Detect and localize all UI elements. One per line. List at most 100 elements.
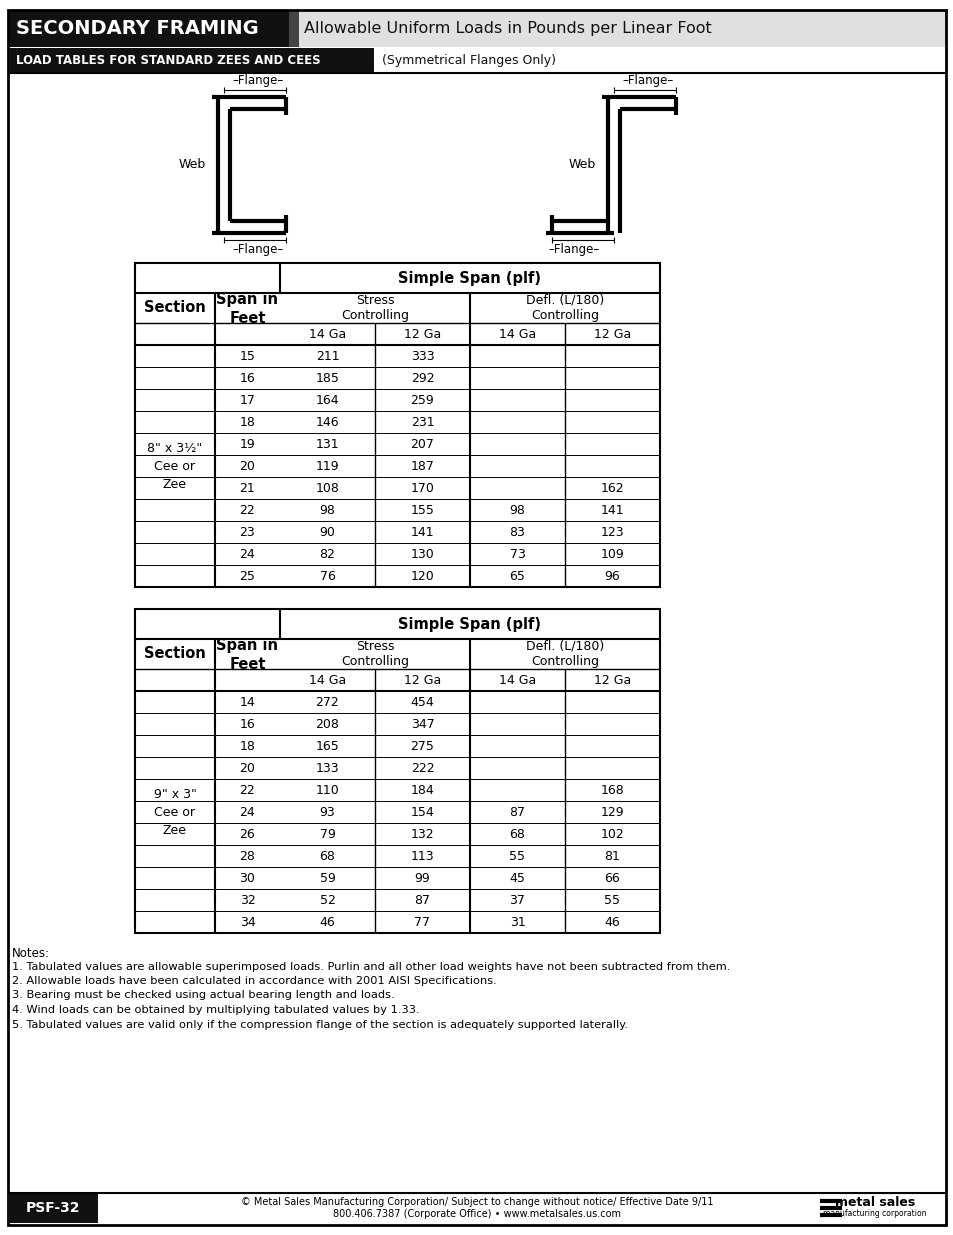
- Bar: [289, 10, 298, 47]
- Text: 28: 28: [239, 850, 255, 862]
- Text: Web: Web: [178, 158, 206, 172]
- Text: 68: 68: [319, 850, 335, 862]
- Bar: [135, 263, 659, 587]
- Text: 20: 20: [239, 762, 255, 774]
- Text: 52: 52: [319, 893, 335, 906]
- Text: 275: 275: [410, 740, 434, 752]
- Text: 19: 19: [239, 437, 255, 451]
- Bar: [297, 10, 945, 47]
- Text: –Flange–: –Flange–: [233, 74, 283, 86]
- Text: 162: 162: [600, 482, 623, 494]
- Text: 34: 34: [239, 915, 255, 929]
- Text: 12 Ga: 12 Ga: [594, 673, 631, 687]
- Text: 5. Tabulated values are valid only if the compression flange of the section is a: 5. Tabulated values are valid only if th…: [12, 1020, 627, 1030]
- Text: 155: 155: [410, 504, 434, 516]
- Text: 21: 21: [239, 482, 255, 494]
- Text: Stress
Controlling: Stress Controlling: [340, 294, 409, 322]
- Text: 16: 16: [239, 372, 255, 384]
- Text: 164: 164: [315, 394, 339, 406]
- Text: 68: 68: [509, 827, 525, 841]
- Text: 4. Wind loads can be obtained by multiplying tabulated values by 1.33.: 4. Wind loads can be obtained by multipl…: [12, 1005, 419, 1015]
- Text: 90: 90: [319, 526, 335, 538]
- Text: 184: 184: [410, 783, 434, 797]
- Text: 132: 132: [410, 827, 434, 841]
- Text: 79: 79: [319, 827, 335, 841]
- Text: 93: 93: [319, 805, 335, 819]
- Text: 170: 170: [410, 482, 434, 494]
- Text: 14 Ga: 14 Ga: [498, 673, 536, 687]
- Text: 25: 25: [239, 569, 255, 583]
- Text: 12 Ga: 12 Ga: [594, 327, 631, 341]
- Text: 87: 87: [509, 805, 525, 819]
- Text: 3. Bearing must be checked using actual bearing length and loads.: 3. Bearing must be checked using actual …: [12, 990, 395, 1000]
- Text: 130: 130: [410, 547, 434, 561]
- Text: 22: 22: [239, 504, 255, 516]
- Text: 46: 46: [319, 915, 335, 929]
- Text: Section: Section: [144, 300, 206, 315]
- Text: Simple Span (plf): Simple Span (plf): [398, 270, 541, 285]
- Text: Section: Section: [144, 646, 206, 662]
- Text: 24: 24: [239, 805, 255, 819]
- Text: 119: 119: [315, 459, 339, 473]
- Text: 83: 83: [509, 526, 525, 538]
- Text: 141: 141: [600, 504, 623, 516]
- Text: Web: Web: [568, 158, 596, 172]
- Bar: [135, 609, 659, 932]
- Text: 76: 76: [319, 569, 335, 583]
- Text: SECONDARY FRAMING: SECONDARY FRAMING: [16, 19, 258, 38]
- Text: 87: 87: [414, 893, 430, 906]
- Text: 120: 120: [410, 569, 434, 583]
- Text: 141: 141: [410, 526, 434, 538]
- Text: 12 Ga: 12 Ga: [403, 327, 440, 341]
- Text: 133: 133: [315, 762, 339, 774]
- Text: 292: 292: [410, 372, 434, 384]
- Text: 14 Ga: 14 Ga: [498, 327, 536, 341]
- Text: Allowable Uniform Loads in Pounds per Linear Foot: Allowable Uniform Loads in Pounds per Li…: [304, 21, 711, 36]
- Text: 22: 22: [239, 783, 255, 797]
- Text: 31: 31: [509, 915, 525, 929]
- Text: Span in
Feet: Span in Feet: [216, 638, 278, 672]
- Text: 187: 187: [410, 459, 434, 473]
- Text: 800.406.7387 (Corporate Office) • www.metalsales.us.com: 800.406.7387 (Corporate Office) • www.me…: [333, 1209, 620, 1219]
- Text: 46: 46: [604, 915, 619, 929]
- Text: 168: 168: [600, 783, 623, 797]
- Text: 14 Ga: 14 Ga: [309, 327, 346, 341]
- Bar: [135, 609, 659, 932]
- Text: 12 Ga: 12 Ga: [403, 673, 440, 687]
- Text: 65: 65: [509, 569, 525, 583]
- Text: 77: 77: [414, 915, 430, 929]
- Text: 37: 37: [509, 893, 525, 906]
- Text: 16: 16: [239, 718, 255, 730]
- Text: 185: 185: [315, 372, 339, 384]
- Text: 18: 18: [239, 740, 255, 752]
- Text: 259: 259: [410, 394, 434, 406]
- Text: 32: 32: [239, 893, 255, 906]
- Text: 59: 59: [319, 872, 335, 884]
- Text: 222: 222: [410, 762, 434, 774]
- Text: –Flange–: –Flange–: [621, 74, 673, 86]
- Text: 231: 231: [410, 415, 434, 429]
- Text: –Flange–: –Flange–: [233, 243, 283, 256]
- Text: 165: 165: [315, 740, 339, 752]
- Text: 2. Allowable loads have been calculated in accordance with 2001 AISI Specificati: 2. Allowable loads have been calculated …: [12, 976, 497, 986]
- Text: 211: 211: [315, 350, 339, 363]
- Text: 17: 17: [239, 394, 255, 406]
- Text: 454: 454: [410, 695, 434, 709]
- Text: 272: 272: [315, 695, 339, 709]
- Text: 123: 123: [600, 526, 623, 538]
- Text: 110: 110: [315, 783, 339, 797]
- Text: metal sales: metal sales: [834, 1197, 914, 1209]
- Text: 82: 82: [319, 547, 335, 561]
- Text: 24: 24: [239, 547, 255, 561]
- Text: 55: 55: [509, 850, 525, 862]
- Text: 347: 347: [410, 718, 434, 730]
- Text: 129: 129: [600, 805, 623, 819]
- Text: 208: 208: [315, 718, 339, 730]
- Text: 14 Ga: 14 Ga: [309, 673, 346, 687]
- Text: 30: 30: [239, 872, 255, 884]
- Text: 109: 109: [600, 547, 623, 561]
- Text: 113: 113: [410, 850, 434, 862]
- Text: 108: 108: [315, 482, 339, 494]
- Bar: [9, 48, 374, 73]
- Text: 146: 146: [315, 415, 339, 429]
